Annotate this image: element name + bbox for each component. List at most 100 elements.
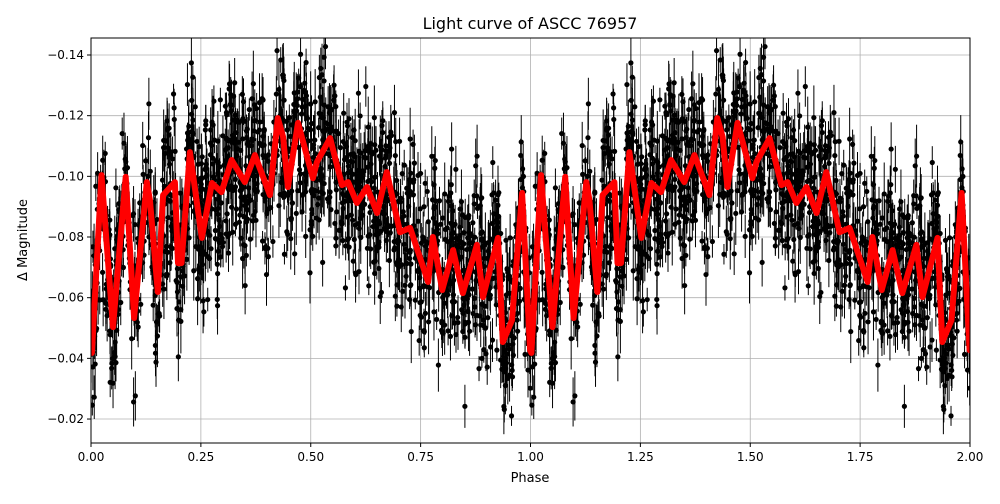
data-point — [923, 351, 928, 356]
data-point — [408, 282, 413, 287]
data-point — [504, 266, 509, 271]
data-point — [358, 173, 363, 178]
data-point — [363, 84, 368, 89]
data-point — [690, 81, 695, 86]
data-point — [409, 329, 414, 334]
data-point — [518, 153, 523, 158]
data-point — [205, 297, 210, 302]
data-point — [367, 232, 372, 237]
data-point — [227, 86, 232, 91]
data-point — [721, 78, 726, 83]
data-point — [151, 303, 156, 308]
data-point — [804, 246, 809, 251]
data-point — [590, 303, 595, 308]
data-point — [446, 199, 451, 204]
data-point — [169, 224, 174, 229]
data-point — [341, 193, 346, 198]
data-point — [170, 156, 175, 161]
data-point — [628, 60, 633, 65]
data-point — [140, 143, 145, 148]
data-point — [338, 145, 343, 150]
data-point — [394, 178, 399, 183]
data-point — [281, 73, 286, 78]
data-point — [486, 240, 491, 245]
data-point — [460, 329, 465, 334]
data-point — [263, 245, 268, 250]
data-point — [100, 270, 105, 275]
data-point — [226, 250, 231, 255]
data-point — [393, 153, 398, 158]
data-point — [340, 238, 345, 243]
data-point — [307, 270, 312, 275]
data-point — [832, 153, 837, 158]
data-point — [190, 75, 195, 80]
data-point — [274, 91, 279, 96]
data-point — [743, 60, 748, 65]
data-point — [233, 113, 238, 118]
data-point — [380, 118, 385, 123]
data-point — [208, 127, 213, 132]
data-point — [462, 404, 467, 409]
data-point — [365, 246, 370, 251]
data-point — [916, 366, 921, 371]
data-point — [318, 114, 323, 119]
data-point — [201, 309, 206, 314]
data-point — [508, 235, 513, 240]
data-point — [448, 334, 453, 339]
data-point — [198, 270, 203, 275]
data-point — [507, 273, 512, 278]
data-point — [490, 160, 495, 165]
data-point — [510, 368, 515, 373]
data-point — [193, 244, 198, 249]
data-point — [472, 201, 477, 206]
data-point — [366, 283, 371, 288]
data-point — [357, 226, 362, 231]
data-point — [519, 139, 524, 144]
data-point — [483, 326, 488, 331]
data-point — [261, 192, 266, 197]
data-point — [503, 366, 508, 371]
data-point — [143, 158, 148, 163]
data-point — [153, 191, 158, 196]
data-point — [887, 334, 892, 339]
data-point — [189, 98, 194, 103]
data-point — [254, 181, 259, 186]
data-point — [195, 296, 200, 301]
data-point — [196, 162, 201, 167]
data-point — [732, 251, 737, 256]
data-point — [585, 135, 590, 140]
data-point — [371, 260, 376, 265]
data-point — [851, 161, 856, 166]
data-point — [412, 161, 417, 166]
data-point — [393, 294, 398, 299]
data-point — [459, 254, 464, 259]
data-point — [434, 317, 439, 322]
data-point — [930, 160, 935, 165]
data-point — [761, 181, 766, 186]
data-point — [378, 157, 383, 162]
data-point — [431, 206, 436, 211]
data-point — [279, 180, 284, 185]
data-point — [553, 185, 558, 190]
data-point — [308, 101, 313, 106]
data-point — [171, 91, 176, 96]
data-point — [378, 294, 383, 299]
data-point — [432, 166, 437, 171]
data-point — [641, 309, 646, 314]
data-point — [703, 272, 708, 277]
data-point — [789, 159, 794, 164]
data-point — [133, 393, 138, 398]
data-point — [885, 328, 890, 333]
data-point — [429, 154, 434, 159]
data-point — [160, 178, 165, 183]
data-point — [737, 52, 742, 57]
data-point — [161, 286, 166, 291]
data-point — [392, 239, 397, 244]
data-point — [312, 137, 317, 142]
data-point — [437, 198, 442, 203]
data-point — [218, 254, 223, 259]
data-point — [874, 317, 879, 322]
data-point — [217, 218, 222, 223]
data-point — [240, 92, 245, 97]
